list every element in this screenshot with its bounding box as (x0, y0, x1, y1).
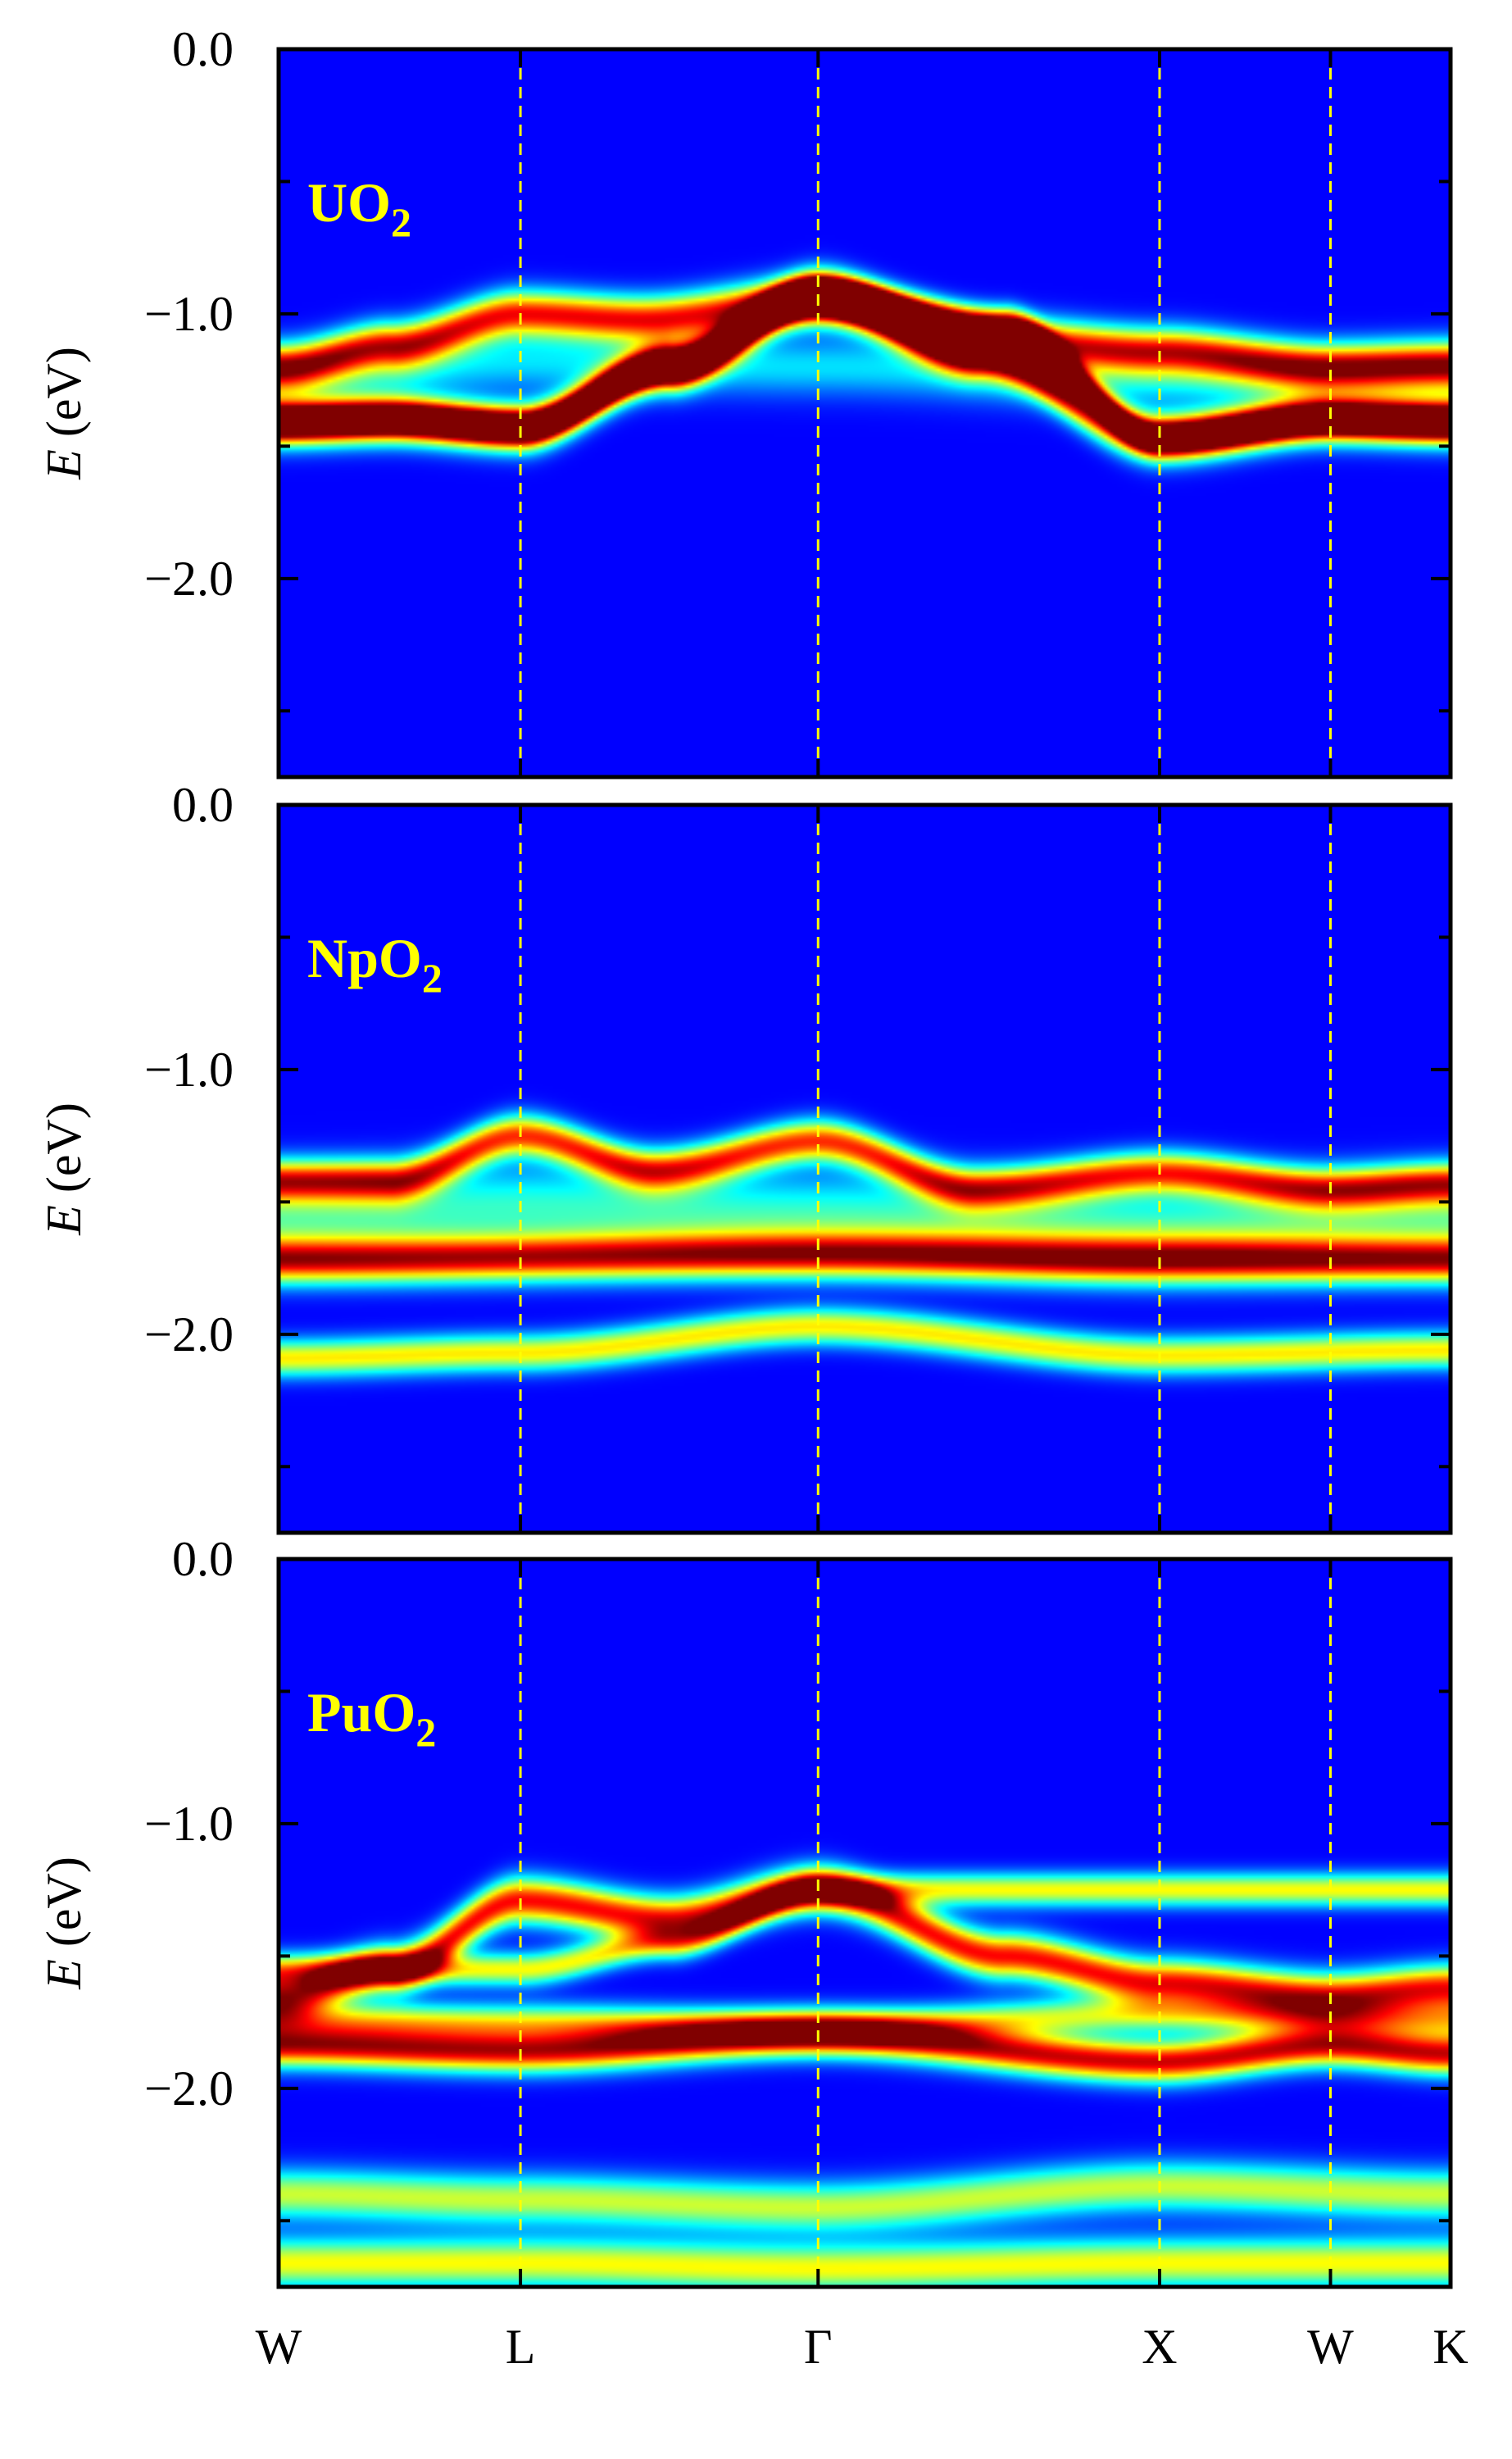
material-subscript: 2 (422, 955, 443, 1001)
y-axis-symbol: E (37, 1193, 91, 1236)
spectral-heatmap (279, 49, 1451, 777)
y-axis-label: E (eV) (37, 1857, 91, 1990)
panel-puo2: 0.0 −1.0 −2.0 PuO2 E (eV) (37, 1532, 1453, 2289)
y-tick-label: −1.0 (144, 287, 234, 341)
spectral-heatmap (279, 805, 1451, 1533)
y-tick-label: 0.0 (172, 22, 234, 76)
panel-uo2: 0.0 −1.0 −2.0 UO2 E (eV) (37, 22, 1453, 780)
spectral-heatmap (279, 1559, 1451, 2287)
y-axis-symbol: E (37, 437, 91, 480)
y-tick-label: 0.0 (172, 778, 234, 832)
material-name: NpO (307, 927, 422, 989)
y-tick-label: −1.0 (144, 1043, 234, 1097)
y-tick-label: −2.0 (144, 2061, 234, 2116)
material-name: PuO (307, 1681, 415, 1743)
plot-frame (276, 802, 1453, 1535)
material-label: NpO2 (307, 927, 443, 1001)
y-axis-unit: (eV) (37, 1857, 91, 1947)
x-tick-label-5: K (1433, 2320, 1468, 2374)
x-tick-label-2: Γ (804, 2320, 833, 2374)
y-tick-label: −1.0 (144, 1797, 234, 1851)
material-name: UO (307, 171, 391, 234)
y-tick-label: −2.0 (144, 552, 234, 606)
y-axis-symbol: E (37, 1947, 91, 1990)
y-tick-label: −2.0 (144, 1307, 234, 1361)
plot-frame (276, 47, 1453, 780)
y-tick-label: 0.0 (172, 1532, 234, 1586)
panel-npo2: 0.0 −1.0 −2.0 NpO2 E (eV) (37, 778, 1453, 1535)
y-axis-unit: (eV) (37, 347, 91, 437)
x-tick-label-1: L (506, 2320, 536, 2374)
y-axis-label: E (eV) (37, 1102, 91, 1236)
material-subscript: 2 (391, 199, 411, 245)
x-tick-label-3: X (1142, 2320, 1177, 2374)
material-subscript: 2 (415, 1709, 436, 1755)
y-axis-unit: (eV) (37, 1102, 91, 1193)
material-label: UO2 (307, 171, 411, 245)
material-label: PuO2 (307, 1681, 436, 1755)
x-tick-label-0: W (256, 2320, 302, 2374)
x-tick-label-4: W (1307, 2320, 1354, 2374)
plot-frame (276, 1557, 1453, 2289)
y-axis-label: E (eV) (37, 347, 91, 480)
